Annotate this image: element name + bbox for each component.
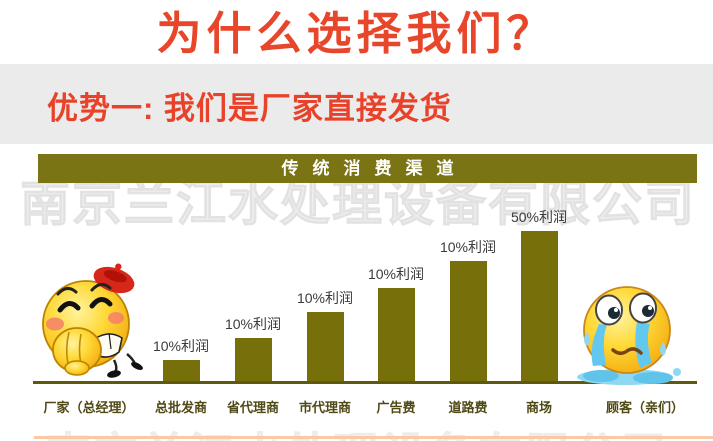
bar-1 [162,360,200,383]
bar-4 [377,288,415,383]
x-axis-line [33,381,697,384]
bar-2 [234,338,272,383]
x-axis-label: 商场 [525,400,553,415]
x-axis-label: 厂家（总经理） [43,400,135,415]
laughing-face-emoji-icon [42,263,143,378]
bar-value-label: 50%利润 [510,209,568,225]
bottom-divider [34,436,713,439]
subtitle-band: 优势一: 我们是厂家直接发货 [0,64,713,144]
bar-5 [449,261,487,383]
x-axis-label: 省代理商 [226,400,280,415]
bar-value-label: 10%利润 [296,290,354,306]
bar-value-label: 10%利润 [224,316,282,332]
x-axis-label: 广告费 [376,400,416,415]
x-axis-label: 顾客（亲们） [605,400,685,415]
bar-3 [306,312,344,383]
chart-title-bar: 传统消费渠道 [38,154,697,183]
bar-value-label: 10%利润 [152,338,210,354]
bar-value-label: 10%利润 [367,266,425,282]
x-axis-label: 道路费 [448,400,488,415]
bar-6 [520,231,558,383]
x-axis-label: 总批发商 [154,400,208,415]
page-title: 为什么选择我们？ [156,8,557,59]
advantage-subtitle: 优势一: 我们是厂家直接发货 [47,91,452,126]
x-axis-label: 市代理商 [298,400,352,415]
bar-value-label: 10%利润 [439,239,497,255]
crying-face-emoji-icon [577,286,681,385]
